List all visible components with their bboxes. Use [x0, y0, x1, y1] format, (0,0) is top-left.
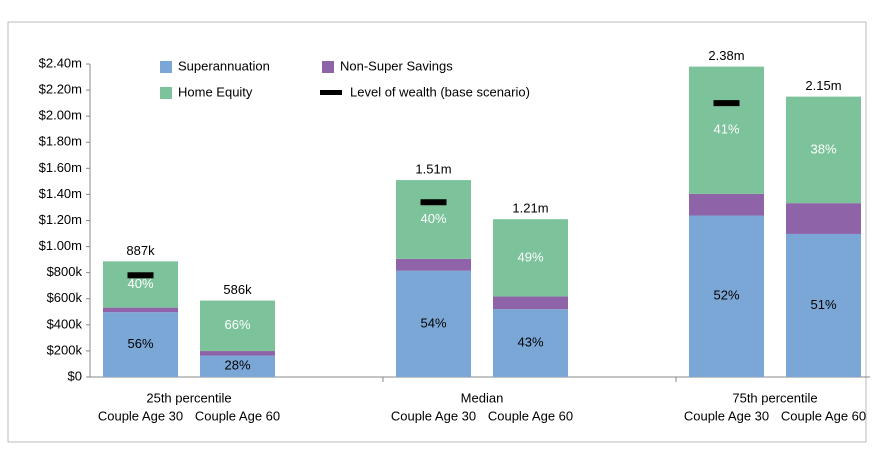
bar-segment [396, 258, 471, 271]
total-label: 1.21m [512, 201, 548, 216]
x-tick-label: Couple Age 30 [684, 408, 769, 423]
group-label: 25th percentile [146, 390, 231, 405]
bar-segment [103, 307, 178, 313]
share-label: 41% [713, 122, 739, 137]
bar-segment [103, 261, 178, 308]
y-tick-label: $2.20m [39, 82, 82, 97]
legend-swatch [320, 90, 342, 95]
bar-segment [493, 309, 568, 377]
share-label: 38% [810, 141, 836, 156]
total-label: 2.38m [708, 48, 744, 63]
share-label: 51% [810, 297, 836, 312]
bar-segment [493, 296, 568, 310]
bar-segment [689, 193, 764, 216]
y-tick-label: $200k [47, 342, 83, 357]
group-label: 75th percentile [732, 390, 817, 405]
share-label: 43% [517, 335, 543, 350]
y-tick-label: $1.20m [39, 212, 82, 227]
share-label: 52% [713, 288, 739, 303]
wealth-marker [127, 272, 154, 279]
wealth-marker [713, 100, 740, 107]
share-label: 28% [224, 358, 250, 373]
y-tick-label: $2.40m [39, 55, 82, 70]
share-label: 66% [224, 317, 250, 332]
bar-segment [200, 355, 275, 377]
bar-segment [396, 270, 471, 377]
legend-label: Non-Super Savings [340, 58, 453, 73]
y-tick-label: $400k [47, 316, 83, 331]
x-tick-label: Couple Age 60 [488, 408, 573, 423]
bar-segment [103, 312, 178, 377]
total-label: 1.51m [415, 162, 451, 177]
x-tick-label: Couple Age 30 [98, 408, 183, 423]
chart-frame [7, 21, 867, 443]
y-tick-label: $800k [47, 264, 83, 279]
bar-segment [200, 351, 275, 356]
bar-segment [786, 203, 861, 234]
y-tick-label: $1.00m [39, 238, 82, 253]
x-tick-label: Couple Age 60 [195, 408, 280, 423]
wealth-marker [420, 199, 447, 206]
legend-label: Superannuation [178, 58, 270, 73]
bar-segment [200, 300, 275, 352]
share-label: 40% [420, 211, 446, 226]
total-label: 887k [126, 243, 155, 258]
total-label: 586k [223, 282, 252, 297]
legend-swatch [160, 61, 172, 73]
y-tick-label: $1.60m [39, 160, 82, 175]
bar-segment [786, 233, 861, 377]
legend-swatch [160, 87, 172, 99]
bar-segment [786, 96, 861, 204]
share-label: 54% [420, 315, 446, 330]
y-tick-label: $1.40m [39, 186, 82, 201]
total-label: 2.15m [805, 78, 841, 93]
legend-label: Home Equity [178, 84, 253, 99]
share-label: 40% [127, 276, 153, 291]
bar-segment [689, 215, 764, 377]
share-label: 56% [127, 336, 153, 351]
x-tick-label: Couple Age 60 [781, 408, 866, 423]
bar-segment [493, 219, 568, 297]
legend-swatch [322, 61, 334, 73]
bar-segment [689, 66, 764, 194]
legend-label: Level of wealth (base scenario) [350, 84, 530, 99]
x-tick-label: Couple Age 30 [391, 408, 476, 423]
bar-segment [396, 180, 471, 259]
y-tick-label: $1.80m [39, 134, 82, 149]
y-tick-label: $600k [47, 290, 83, 305]
share-label: 49% [517, 249, 543, 264]
y-tick-label: $2.00m [39, 108, 82, 123]
group-label: Median [461, 390, 504, 405]
y-tick-label: $0 [68, 368, 82, 383]
